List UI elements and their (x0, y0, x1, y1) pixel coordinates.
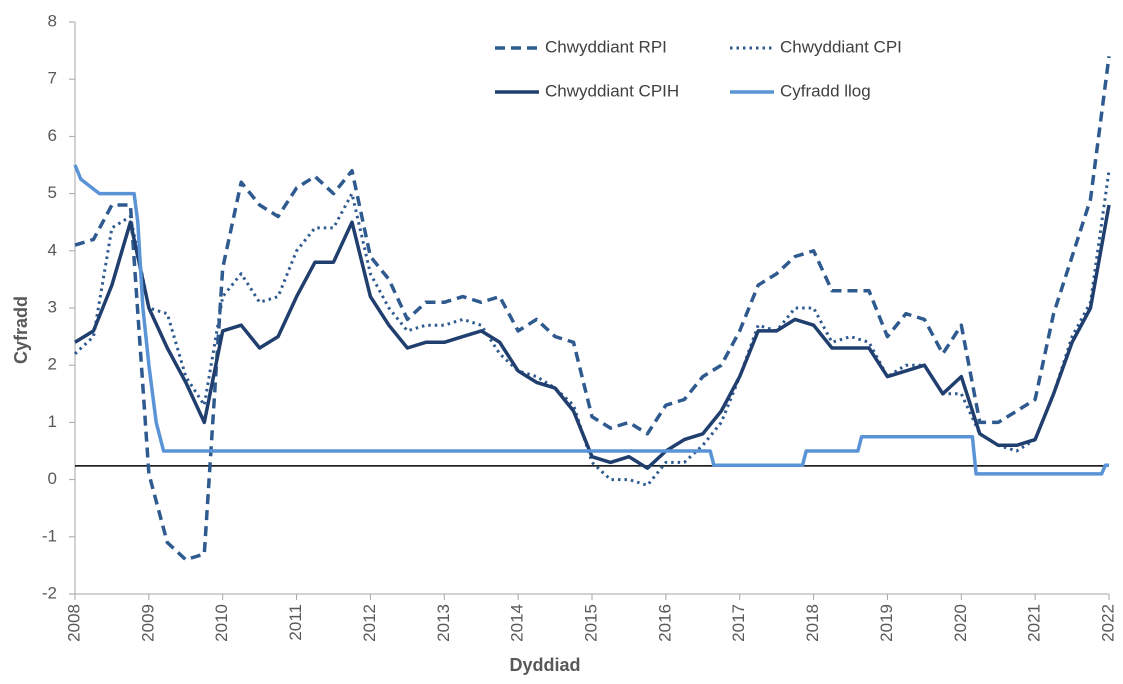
x-tick-label: 2018 (803, 604, 822, 642)
y-tick-label: 1 (48, 412, 57, 431)
series-line (73, 164, 1109, 476)
y-tick-label: 0 (48, 469, 57, 488)
y-axis-title: Cyfradd (11, 296, 31, 364)
x-tick-label: 2019 (877, 604, 896, 642)
x-tick-label: 2021 (1025, 604, 1044, 642)
legend-label: Chwyddiant CPIH (545, 81, 679, 100)
series-line (74, 56, 1111, 562)
legend-label: Chwyddiant RPI (545, 37, 667, 56)
y-tick-label: -2 (42, 583, 57, 602)
y-tick-label: 4 (48, 240, 57, 259)
y-tick-label: 6 (48, 126, 57, 145)
y-tick-label: 8 (48, 11, 57, 30)
legend-label: Chwyddiant CPI (780, 37, 902, 56)
legend-label: Cyfradd llog (780, 81, 871, 100)
x-tick-label: 2008 (64, 604, 83, 642)
x-tick-label: 2012 (360, 604, 379, 642)
y-tick-label: 7 (48, 69, 57, 88)
x-tick-label: 2016 (655, 604, 674, 642)
y-tick-label: 3 (48, 297, 57, 316)
x-tick-label: 2017 (729, 604, 748, 642)
x-axis-title: Dyddiad (509, 655, 580, 675)
x-tick-label: 2022 (1098, 604, 1117, 642)
y-tick-label: -1 (42, 526, 57, 545)
x-tick-label: 2009 (138, 604, 157, 642)
x-tick-label: 2020 (951, 604, 970, 642)
x-tick-label: 2013 (434, 604, 453, 642)
series-line (74, 204, 1111, 470)
y-tick-label: 5 (48, 183, 57, 202)
x-tick-label: 2011 (286, 604, 305, 641)
x-tick-label: 2010 (212, 604, 231, 642)
y-tick-label: 2 (48, 355, 57, 374)
x-tick-label: 2014 (508, 604, 527, 642)
x-tick-label: 2015 (581, 604, 600, 642)
